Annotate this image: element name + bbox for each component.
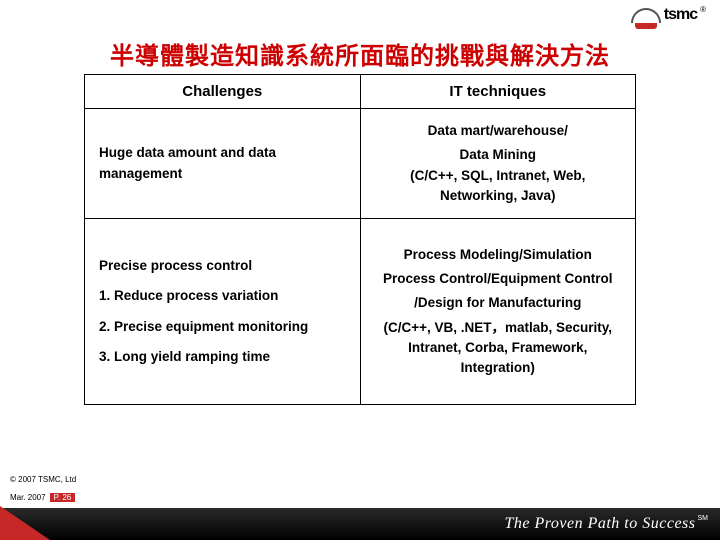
slide-title: 半導體製造知識系統所面臨的挑戰與解決方法 (0, 36, 720, 71)
challenge2-item3: 3. Long yield ramping time (99, 347, 346, 367)
logo-text: tsmc (664, 6, 697, 24)
cell-it-1: Data mart/warehouse/ Data Mining (C/C++,… (360, 109, 636, 219)
it1-line1: Data mart/warehouse/ (375, 121, 622, 141)
logo-wafer-icon (631, 8, 661, 23)
footer-copyright: © 2007 TSMC, Ltd (10, 475, 76, 484)
it1-line2: Data Mining (375, 145, 622, 165)
it2-line4: (C/C++, VB, .NET，matlab, Security, Intra… (375, 318, 622, 379)
cell-challenge-1: Huge data amount and data management (85, 109, 361, 219)
challenge2-title: Precise process control (99, 256, 346, 276)
table-row: Huge data amount and data management Dat… (85, 109, 636, 219)
footer-date-row: Mar. 2007 P. 26 (10, 493, 75, 502)
table-header-row: Challenges IT techniques (85, 75, 636, 109)
it2-line2: Process Control/Equipment Control (375, 269, 622, 289)
cell-it-2: Process Modeling/Simulation Process Cont… (360, 219, 636, 405)
challenges-table: Challenges IT techniques Huge data amoun… (84, 74, 636, 405)
challenge2-item2: 2. Precise equipment monitoring (99, 317, 346, 337)
it2-line3: /Design for Manufacturing (375, 293, 622, 313)
logo: tsmc ® (631, 6, 706, 24)
table-row: Precise process control 1. Reduce proces… (85, 219, 636, 405)
footer-tm: SM (698, 515, 709, 522)
cell-challenge-2: Precise process control 1. Reduce proces… (85, 219, 361, 405)
footer-bar: The Proven Path to Success SM (0, 508, 720, 540)
footer-date: Mar. 2007 (10, 493, 46, 502)
page-badge: P. 26 (50, 493, 76, 502)
header-challenges: Challenges (85, 75, 361, 109)
it1-line3: (C/C++, SQL, Intranet, Web, Networking, … (375, 166, 622, 207)
footer-tagline: The Proven Path to Success (504, 515, 695, 533)
header-it-techniques: IT techniques (360, 75, 636, 109)
challenge2-item1: 1. Reduce process variation (99, 286, 346, 306)
slide: tsmc ® 半導體製造知識系統所面臨的挑戰與解決方法 Challenges I… (0, 0, 720, 540)
logo-registered: ® (700, 5, 706, 14)
footer-corner-triangle-icon (0, 506, 50, 540)
title-text: 半導體製造知識系統所面臨的挑戰與解決方法 (110, 43, 610, 70)
it2-line1: Process Modeling/Simulation (375, 245, 622, 265)
